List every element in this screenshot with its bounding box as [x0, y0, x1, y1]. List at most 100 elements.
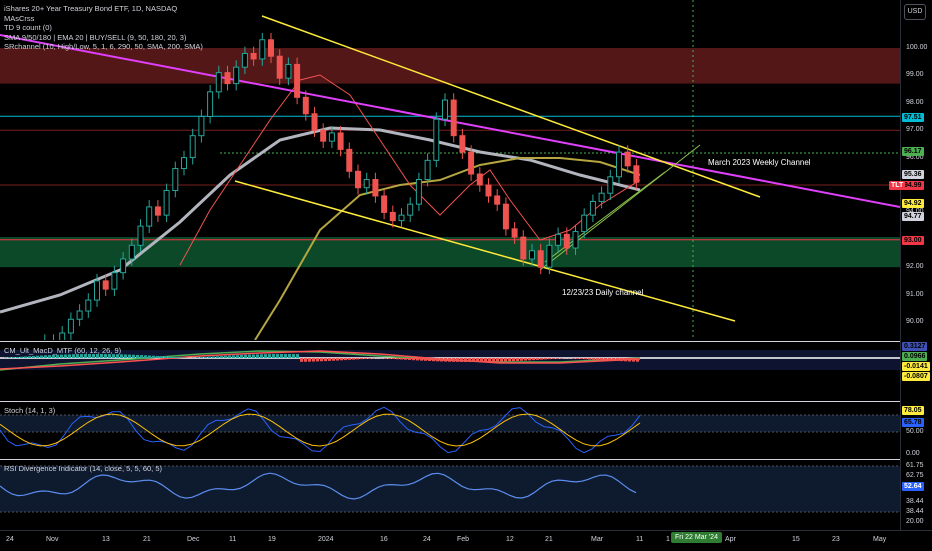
candle-body	[68, 319, 73, 333]
price-label: 94.92	[902, 199, 924, 208]
candle-body	[599, 193, 604, 201]
macd-histogram-bar	[524, 358, 527, 361]
price-tick: 91.00	[906, 291, 924, 298]
macd-histogram-bar	[516, 358, 519, 361]
candle-body	[95, 281, 100, 300]
macd-label: -0.0141	[902, 362, 930, 371]
macd-histogram-bar	[136, 355, 139, 358]
macd-histogram-bar	[348, 358, 351, 360]
currency-button[interactable]: USD	[904, 4, 926, 20]
price-pane[interactable]: iShares 20+ Year Treasury Bond ETF, 1D, …	[0, 0, 900, 340]
candle-body	[260, 40, 265, 59]
candle-body	[129, 245, 134, 259]
macd-histogram-bar	[620, 358, 623, 361]
macd-histogram-bar	[596, 358, 599, 360]
candle-body	[242, 53, 247, 67]
macd-histogram-bar	[352, 358, 355, 360]
macd-histogram-bar	[216, 356, 219, 358]
candle-body	[364, 180, 369, 188]
price-tick: 98.00	[906, 99, 924, 106]
macd-histogram-bar	[360, 358, 363, 359]
macd-histogram-bar	[428, 358, 431, 361]
macd-histogram-bar	[284, 354, 287, 358]
macd-histogram-bar	[484, 358, 487, 362]
candle-body	[173, 169, 178, 191]
candle-body	[312, 114, 317, 130]
macd-legend: CM_Ult_MacD_MTF (60, 12, 26, 9)	[4, 346, 121, 356]
macd-histogram-bar	[556, 358, 559, 359]
candle-body	[408, 204, 413, 215]
candle-body	[112, 273, 117, 289]
macd-histogram-bar	[448, 358, 451, 362]
macd-histogram-bar	[452, 358, 455, 362]
macd-histogram-bar	[540, 358, 543, 360]
candle-body	[382, 196, 387, 212]
rsi-tick: 38.44	[906, 508, 924, 515]
candle-body	[512, 229, 517, 237]
macd-histogram-bar	[304, 358, 307, 362]
macd-histogram-bar	[536, 358, 539, 360]
macd-histogram-bar	[408, 358, 411, 360]
ema-20-line	[180, 75, 640, 265]
candle-body	[573, 232, 578, 248]
macd-histogram-bar	[632, 358, 635, 362]
rsi-pane[interactable]: RSI Divergence Indicator (14, close, 5, …	[0, 460, 900, 530]
candle-body	[251, 53, 256, 58]
time-tick: 15	[792, 536, 800, 543]
macd-histogram-bar	[20, 357, 23, 358]
macd-histogram-bar	[180, 357, 183, 358]
macd-histogram-bar	[544, 358, 547, 359]
macd-histogram-bar	[32, 356, 35, 358]
candle-body	[182, 158, 187, 169]
stoch-tick: 50.00	[906, 428, 924, 435]
time-tick: 11	[636, 536, 643, 543]
candle-body	[138, 226, 143, 245]
macd-histogram-bar	[528, 358, 531, 360]
price-label: 93.00	[902, 236, 924, 245]
legend-title: iShares 20+ Year Treasury Bond ETF, 1D, …	[4, 4, 203, 14]
macd-histogram-bar	[204, 357, 207, 358]
candle-body	[225, 73, 230, 84]
macd-histogram-bar	[344, 358, 347, 360]
macd-histogram-bar	[208, 357, 211, 358]
rsi-legend: RSI Divergence Indicator (14, close, 5, …	[4, 464, 162, 474]
macd-histogram-bar	[244, 355, 247, 358]
stoch-pane[interactable]: Stoch (14, 1, 3)	[0, 402, 900, 458]
candle-body	[469, 152, 474, 174]
macd-pane[interactable]: CM_Ult_MacD_MTF (60, 12, 26, 9)	[0, 342, 900, 400]
candle-body	[425, 160, 430, 179]
candle-body	[617, 152, 622, 177]
legend-td9: TD 9 count (0)	[4, 23, 203, 33]
time-tick: 16	[380, 536, 388, 543]
macd-histogram-bar	[252, 355, 255, 358]
macd-histogram-bar	[472, 358, 475, 362]
macd-histogram-bar	[172, 357, 175, 358]
macd-histogram-bar	[28, 356, 31, 358]
candle-body	[451, 100, 456, 136]
candle-body	[190, 136, 195, 158]
time-tick: Feb	[457, 536, 469, 543]
macd-histogram-bar	[308, 358, 311, 362]
macd-histogram-bar	[312, 358, 315, 362]
macd-histogram-bar	[364, 358, 367, 359]
macd-histogram-bar	[272, 354, 275, 358]
macd-histogram-bar	[488, 358, 491, 362]
time-tick: 21	[545, 536, 553, 543]
time-tick: Apr	[725, 536, 736, 543]
macd-histogram-bar	[580, 358, 583, 359]
macd-histogram-bar	[168, 357, 171, 358]
macd-label: -0.0807	[902, 372, 930, 381]
time-tick: 19	[268, 536, 276, 543]
macd-histogram-bar	[276, 354, 279, 358]
stoch-label: 78.05	[902, 406, 924, 415]
macd-histogram-bar	[48, 355, 51, 358]
macd-histogram-bar	[16, 357, 19, 358]
candle-body	[443, 100, 448, 119]
macd-histogram-bar	[160, 356, 163, 358]
macd-histogram-bar	[436, 358, 439, 361]
macd-histogram-bar	[440, 358, 443, 361]
candle-body	[503, 204, 508, 229]
macd-histogram-bar	[464, 358, 467, 362]
candle-body	[608, 177, 613, 193]
macd-histogram-bar	[176, 357, 179, 358]
